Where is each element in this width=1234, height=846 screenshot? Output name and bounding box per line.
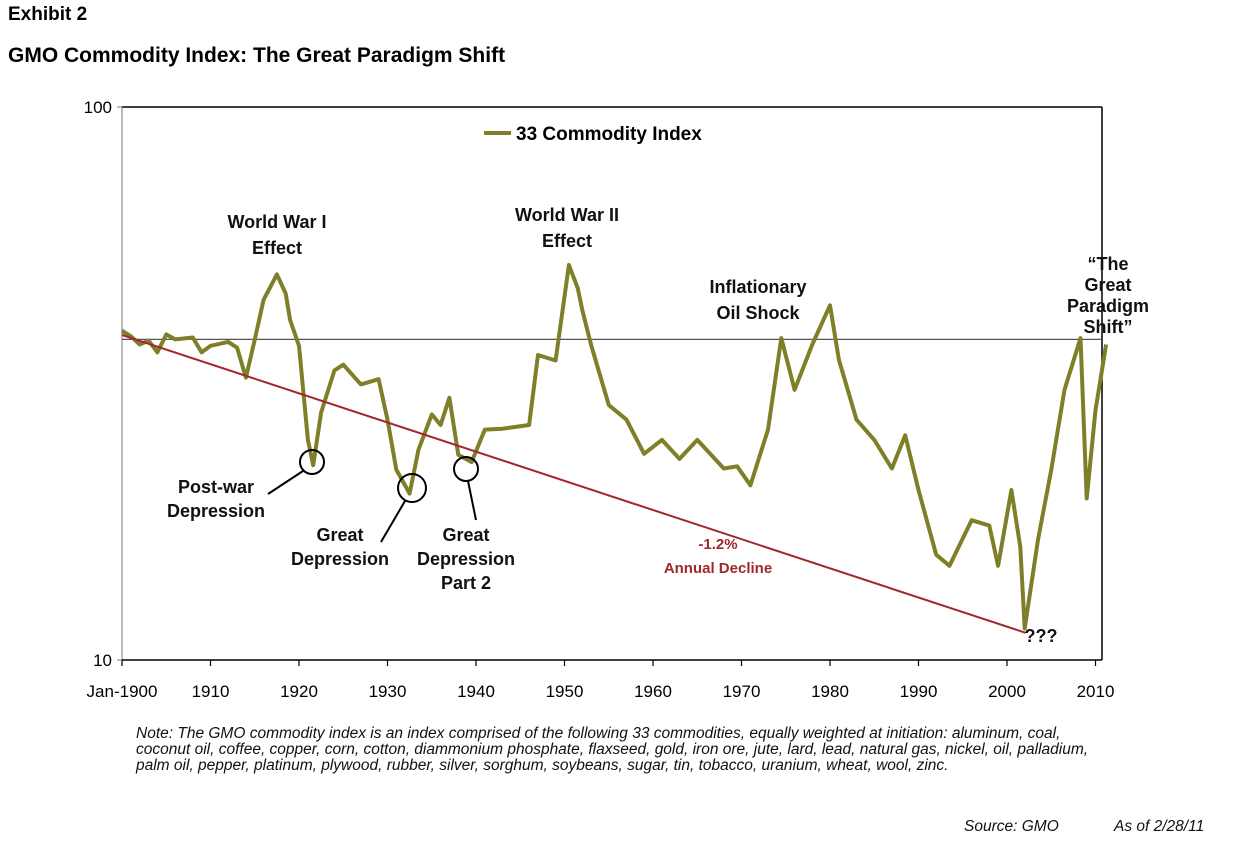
annotation-greatdep2-leader <box>467 480 477 521</box>
annotation-oil-text: Inflationary <box>709 277 806 297</box>
annotation-greatdep-leader <box>380 500 406 543</box>
x-tick-label: 1970 <box>723 682 761 701</box>
series-line-33-commodity-index <box>120 263 1109 631</box>
annotation-greatdep2-circle <box>453 456 479 482</box>
annotation-ww2-text: Effect <box>542 231 592 251</box>
annotation-decline-text: Annual Decline <box>664 560 772 577</box>
x-tick-label: 1910 <box>192 682 230 701</box>
annotation-paradigm-text: Shift” <box>1084 317 1133 337</box>
x-tick-label: 1950 <box>546 682 584 701</box>
x-tick-label: 2000 <box>988 682 1026 701</box>
annotation-postwar-text: Post-war <box>178 477 254 497</box>
annotation-greatdep-text: Depression <box>291 549 389 569</box>
annotation-paradigm-text: “The <box>1087 254 1128 274</box>
annotation-paradigm-text: Paradigm <box>1067 296 1149 316</box>
annotation-greatdep2-text: Great <box>442 525 489 545</box>
annotation-decline-text: -1.2% <box>698 536 737 553</box>
legend-label: 33 Commodity Index <box>516 124 702 145</box>
x-tick-label: 1980 <box>811 682 849 701</box>
exhibit-label: Exhibit 2 <box>8 4 88 25</box>
annotation-ww2-text: World War II <box>515 205 619 225</box>
annotation-greatdep2-text: Part 2 <box>441 573 491 593</box>
annotation-oil-text: Oil Shock <box>716 303 800 323</box>
x-tick-label: 1930 <box>369 682 407 701</box>
x-tick-label: Jan-1900 <box>87 682 158 701</box>
legend: 33 Commodity Index <box>484 124 702 145</box>
x-tick-label: 1990 <box>900 682 938 701</box>
annotation-postwar-circle <box>299 449 325 475</box>
y-tick-label: 10 <box>93 651 112 670</box>
annotation-greatdep-text: Great <box>316 525 363 545</box>
series-group <box>120 263 1109 634</box>
annotation-greatdep2-text: Depression <box>417 549 515 569</box>
as-of-date: As of 2/28/11 <box>1114 818 1205 835</box>
annotation-question-text: ??? <box>1025 626 1058 646</box>
x-tick-label: 1960 <box>634 682 672 701</box>
trend-line <box>121 334 1026 634</box>
footnote: Note: The GMO commodity index is an inde… <box>136 725 1089 774</box>
annotation-paradigm-text: Great <box>1084 275 1131 295</box>
x-tick-label: 1920 <box>280 682 318 701</box>
y-tick-label: 100 <box>84 98 112 117</box>
annotation-ww1-text: World War I <box>228 212 327 232</box>
x-tick-label: 1940 <box>457 682 495 701</box>
annotation-postwar-text: Depression <box>167 501 265 521</box>
annotations-group: World War I Effect World War II Effect Infla… <box>167 205 1149 646</box>
axes: 10 100 Jan-1900 1910 1920 1930 1940 1950 1960 197… <box>84 98 1115 701</box>
annotation-greatdep-circle <box>397 473 427 503</box>
chart-title: GMO Commodity Index: The Great Paradigm … <box>8 44 506 67</box>
annotation-postwar-leader <box>267 470 304 495</box>
x-tick-label: 2010 <box>1077 682 1115 701</box>
source-label: Source: GMO <box>964 818 1059 835</box>
annotation-ww1-text: Effect <box>252 238 302 258</box>
